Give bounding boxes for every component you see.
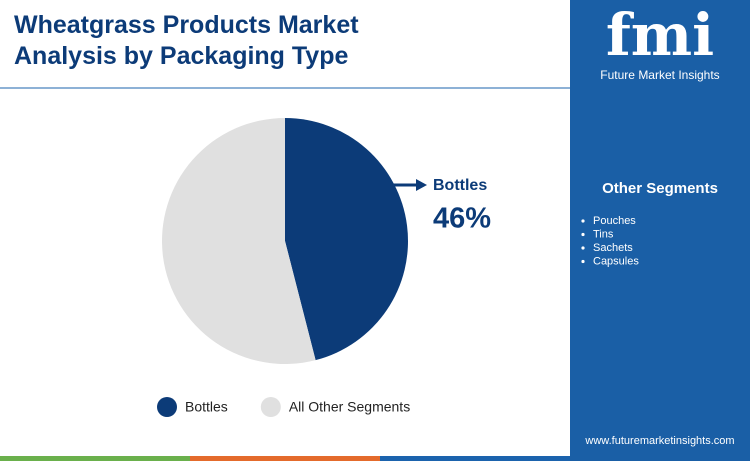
sidebar [570,0,750,461]
brand: Future Market Insights [600,68,719,82]
legend-marker [260,397,281,417]
legend-label: All Other Segments [289,399,410,415]
footer-strip [190,456,380,461]
chart-title: Wheatgrass Products Market Analysis by P… [14,11,359,70]
segment-item: Sachets [593,242,633,254]
segment-item: Capsules [593,255,639,267]
logo: fmi [606,1,714,69]
data-label: 46% [433,203,491,235]
bullet [581,259,585,264]
footer-strip [0,456,190,461]
segment-item: Pouches [593,215,636,227]
callout-label: Bottles [433,177,487,194]
bullet [581,246,585,250]
legend-marker [157,397,177,417]
website: www.futuremarketinsights.com [584,435,734,447]
legend-label: Bottles [185,399,228,415]
bullet [581,232,585,237]
footer-strip [380,456,570,461]
callout-arrow [416,179,427,191]
pie-slice [161,118,316,364]
segment-item: Tins [593,228,614,240]
pie-slice [285,118,409,361]
sidebar-heading: Other Segments [602,180,718,197]
bullet [581,219,585,223]
